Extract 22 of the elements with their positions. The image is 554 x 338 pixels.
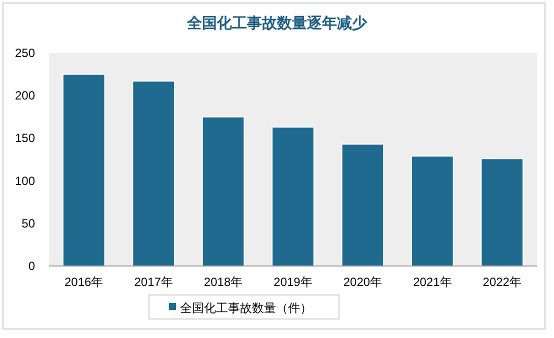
bar (62, 74, 106, 266)
x-tick-label: 2022年 (482, 275, 522, 289)
x-tick-label: 2020年 (343, 275, 382, 289)
bar (480, 158, 524, 266)
bar (341, 144, 384, 266)
x-tick-label: 2021年 (413, 275, 452, 289)
x-tick-label: 2018年 (204, 275, 243, 289)
legend-label: 全国化工事故数量（件） (180, 301, 312, 315)
bar (272, 126, 314, 266)
y-tick-label: 250 (14, 46, 36, 60)
y-tick-label: 100 (14, 174, 36, 188)
y-tick-label: 200 (14, 88, 36, 103)
x-tick-label: 2016年 (64, 275, 104, 289)
y-tick-label: 0 (28, 259, 36, 273)
bar (411, 156, 454, 266)
x-tick-label: 2017年 (134, 275, 173, 289)
bar (202, 116, 245, 266)
chart-title: 全国化工事故数量逐年减少 (186, 15, 368, 32)
bar (132, 80, 175, 266)
y-tick-label: 150 (14, 131, 36, 146)
x-tick-label: 2019年 (274, 275, 312, 289)
y-tick-label: 50 (22, 216, 36, 230)
